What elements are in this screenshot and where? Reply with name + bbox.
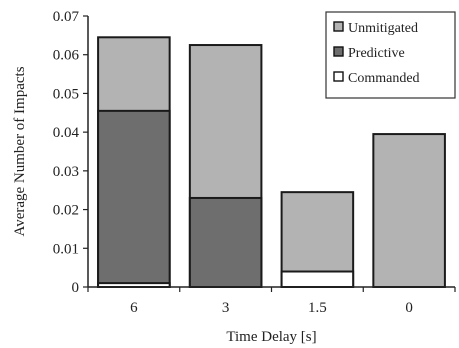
- y-tick-label: 0.07: [53, 9, 80, 25]
- y-tick-label: 0: [72, 280, 80, 296]
- legend-swatch-unmitigated: [333, 21, 344, 32]
- legend-swatch-commanded: [333, 71, 344, 82]
- bar-commanded-1_5: [280, 270, 355, 288]
- y-tick-label: 0.05: [53, 86, 79, 102]
- legend-label-unmitigated: Unmitigated: [348, 21, 418, 36]
- y-axis-ticks: 0 0.01 0.02 0.03 0.04 0.05 0.06 0.07: [53, 9, 88, 296]
- x-tick-label: 1.5: [308, 300, 327, 316]
- x-axis-label: Time Delay [s]: [226, 329, 316, 345]
- y-tick-label: 0.04: [53, 125, 80, 141]
- legend-swatch-predictive: [333, 46, 344, 57]
- y-tick-label: 0.03: [53, 164, 79, 180]
- x-axis-ticks: 6 3 1.5 0: [87, 287, 456, 316]
- legend-label-predictive: Predictive: [348, 46, 405, 61]
- bar-predictive-6: [97, 109, 171, 288]
- y-tick-label: 0.06: [53, 48, 80, 64]
- bars-group: [97, 36, 446, 288]
- legend-label-commanded: Commanded: [348, 71, 420, 86]
- x-tick-label: 6: [130, 300, 138, 316]
- axes: [87, 16, 455, 288]
- y-tick-label: 0.02: [53, 203, 79, 219]
- x-tick-label: 3: [222, 300, 230, 316]
- y-tick-label: 0.01: [53, 241, 79, 257]
- y-axis-label: Average Number of Impacts: [12, 66, 28, 236]
- legend: Unmitigated Predictive Commanded: [325, 11, 456, 99]
- legend-box: [325, 11, 456, 99]
- bar-predictive-3: [188, 196, 263, 288]
- x-tick-label: 0: [405, 300, 413, 316]
- bar-unmitigated-0: [372, 133, 446, 288]
